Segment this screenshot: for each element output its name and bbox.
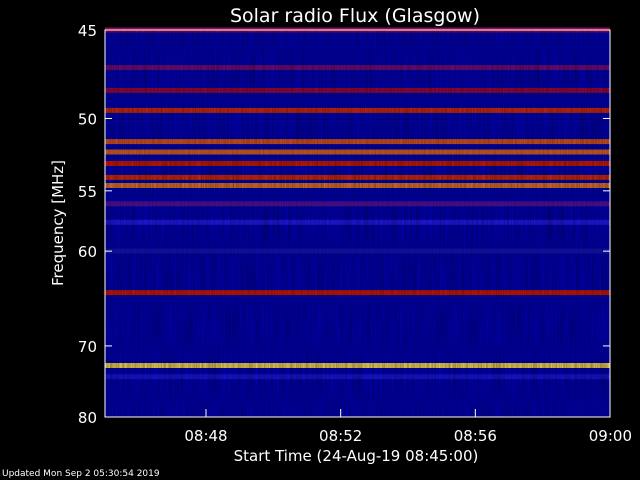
chart-title: Solar radio Flux (Glasgow) [230,5,480,27]
plot-noise-overlay [105,30,610,417]
y-tick-label-70: 70 [78,338,97,356]
y-axis: 45 50 55 60 70 80 [78,22,610,427]
updated-timestamp: Updated Mon Sep 2 05:30:54 2019 [2,469,160,479]
y-axis-label: Frequency [MHz] [49,160,67,286]
y-tick-label-55: 55 [78,183,97,201]
x-tick-label-0852: 08:52 [319,427,362,445]
x-tick-label-0856: 08:56 [454,427,497,445]
x-axis-label: Start Time (24-Aug-19 08:45:00) [234,447,479,465]
y-tick-label-60: 60 [78,243,97,261]
x-tick-label-0900: 09:00 [589,427,632,445]
x-tick-label-0848: 08:48 [184,427,227,445]
y-tick-label-80: 80 [78,409,97,427]
plot-area [104,27,611,418]
y-tick-label-50: 50 [78,110,97,128]
plot-frame [104,29,611,418]
x-axis: 08:48 08:52 08:56 09:00 [184,409,632,445]
y-tick-label-45: 45 [78,22,97,40]
